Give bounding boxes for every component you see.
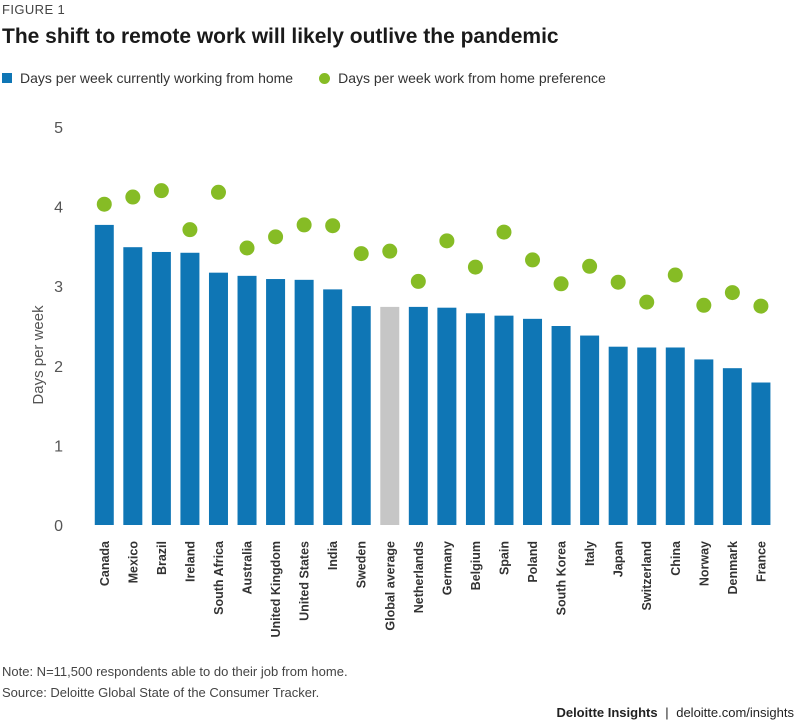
bar-brazil — [151, 251, 171, 526]
x-tick-label: Sweden — [355, 541, 369, 588]
x-tick-label: South Korea — [555, 540, 569, 615]
dot-norway — [696, 297, 712, 313]
dot-united-kingdom — [268, 229, 284, 245]
x-tick-label: Belgium — [469, 541, 483, 590]
dot-italy — [582, 258, 598, 274]
x-tick-label: Norway — [697, 541, 711, 586]
x-tick-label: Denmark — [726, 541, 740, 595]
bar-global-average — [380, 306, 400, 525]
dot-china — [667, 267, 683, 283]
bar-netherlands — [408, 306, 428, 525]
dot-sweden — [353, 246, 369, 262]
bar-japan — [608, 346, 628, 525]
bar-poland — [523, 318, 543, 525]
x-tick-label: Spain — [497, 541, 511, 575]
legend-item-current: Days per week currently working from hom… — [2, 70, 293, 86]
x-tick-label: Global average — [383, 541, 397, 631]
dot-mexico — [125, 189, 141, 205]
bar-india — [323, 289, 343, 525]
bar-belgium — [465, 313, 485, 525]
bars-current — [94, 224, 771, 526]
y-tick-label: 3 — [54, 279, 63, 296]
x-tick-label: Brazil — [155, 541, 169, 575]
figure-label: FIGURE 1 — [2, 2, 66, 17]
dot-france — [753, 298, 769, 314]
bar-chart: Days per week 0 1 2 3 4 5 Canada Mexico Brazil I… — [30, 120, 771, 638]
bar-germany — [437, 307, 457, 525]
dot-denmark — [724, 285, 740, 301]
footer-site: deloitte.com/insights — [676, 705, 794, 720]
dot-united-states — [296, 217, 312, 233]
bar-united-states — [294, 279, 314, 525]
dot-south-africa — [210, 184, 226, 200]
dot-ireland — [182, 222, 198, 238]
bar-mexico — [123, 247, 143, 526]
legend-swatch-preference — [319, 72, 331, 84]
y-axis-ticks: 0 1 2 3 4 5 — [54, 120, 63, 535]
dot-global-average — [382, 243, 398, 259]
dot-australia — [239, 240, 255, 256]
bar-australia — [237, 275, 257, 525]
bar-canada — [94, 224, 114, 525]
x-tick-label: Canada — [98, 540, 112, 586]
x-tick-label: Switzerland — [640, 541, 654, 610]
dots-preference — [96, 183, 769, 314]
x-tick-label: India — [326, 540, 340, 570]
bar-italy — [580, 335, 600, 525]
x-tick-label: Netherlands — [412, 541, 426, 613]
x-tick-label: South Africa — [212, 540, 226, 615]
bar-norway — [694, 359, 714, 525]
x-tick-label: Mexico — [126, 541, 140, 584]
x-tick-label: United Kingdom — [269, 541, 283, 638]
x-tick-label: Germany — [440, 541, 454, 595]
dot-poland — [525, 252, 541, 268]
source-text: Source: Deloitte Global State of the Con… — [2, 685, 320, 700]
x-tick-label: Poland — [526, 541, 540, 583]
bar-china — [665, 347, 685, 525]
x-tick-label: China — [669, 540, 683, 576]
bar-spain — [494, 315, 514, 525]
bar-south-korea — [551, 326, 571, 525]
bar-ireland — [180, 252, 200, 525]
x-axis-ticks: Canada Mexico Brazil Ireland South Africa Aus… — [98, 540, 769, 638]
x-tick-label: Japan — [612, 541, 626, 577]
y-tick-label: 1 — [54, 438, 63, 455]
dot-canada — [96, 196, 112, 212]
x-tick-label: France — [754, 541, 768, 582]
y-axis-label: Days per week — [30, 305, 47, 405]
y-tick-label: 4 — [54, 200, 63, 217]
bar-south-africa — [208, 272, 228, 525]
dot-south-korea — [553, 276, 569, 292]
bar-france — [751, 382, 771, 525]
x-tick-label: Ireland — [183, 541, 197, 582]
chart-title: The shift to remote work will likely out… — [2, 25, 559, 48]
legend-label-preference: Days per week work from home preference — [338, 70, 606, 86]
x-tick-label: Australia — [241, 540, 255, 595]
chart-legend: Days per week currently working from hom… — [2, 70, 606, 86]
dot-brazil — [153, 183, 169, 199]
bar-united-kingdom — [266, 279, 286, 525]
dot-switzerland — [639, 294, 655, 310]
dot-netherlands — [410, 273, 426, 289]
legend-swatch-current — [2, 73, 12, 83]
note-text: Note: N=11,500 respondents able to do th… — [2, 664, 348, 679]
bar-sweden — [351, 306, 371, 525]
dot-spain — [496, 224, 512, 240]
footer-brand: Deloitte Insights — [556, 705, 658, 720]
bar-denmark — [722, 368, 742, 525]
dot-belgium — [467, 259, 483, 275]
dot-germany — [439, 233, 455, 249]
footer-credit: Deloitte Insights | deloitte.com/insight… — [556, 705, 794, 720]
dot-india — [325, 218, 341, 234]
x-tick-label: United States — [298, 541, 312, 621]
y-tick-label: 0 — [54, 518, 63, 535]
y-tick-label: 5 — [54, 120, 63, 137]
x-tick-label: Italy — [583, 541, 597, 566]
footer-separator: | — [665, 705, 669, 720]
legend-item-preference: Days per week work from home preference — [319, 70, 606, 86]
y-tick-label: 2 — [54, 359, 63, 376]
legend-label-current: Days per week currently working from hom… — [20, 70, 294, 86]
bar-switzerland — [637, 347, 657, 525]
dot-japan — [610, 274, 626, 290]
